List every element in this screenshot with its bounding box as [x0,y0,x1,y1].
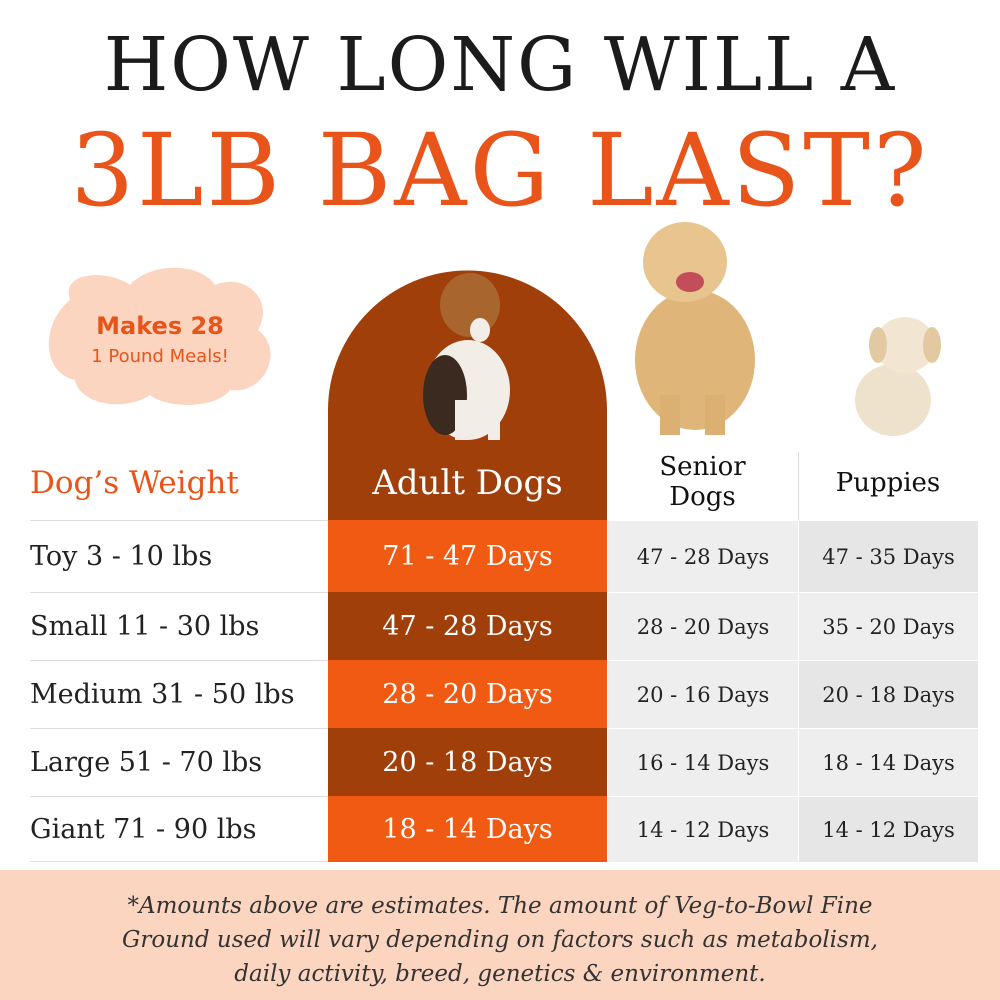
days-cell: 35 - 20 Days [798,592,978,660]
days-cell: 71 - 47 Days [328,520,607,592]
days-cell: 14 - 12 Days [607,796,798,862]
weight-label: Toy 3 - 10 lbs [30,520,328,592]
days-cell: 20 - 16 Days [607,660,798,728]
weight-label: Small 11 - 30 lbs [30,592,328,660]
footnote-line: Ground used will vary depending on facto… [122,927,878,953]
days-cell: 14 - 12 Days [798,796,978,862]
footnote-line: *Amounts above are estimates. The amount… [127,893,873,919]
column-header: Senior Dogs [659,451,746,512]
days-cell: 20 - 18 Days [798,660,978,728]
golden-retriever [635,222,755,435]
badge-line-1: Makes 28 [96,312,224,340]
title-line-1: HOW LONG WILL A [103,22,897,108]
footnote-line: daily activity, breed, genetics & enviro… [234,961,766,987]
badge-blob [48,267,271,405]
days-cell: 47 - 28 Days [328,592,607,660]
weight-label: Large 51 - 70 lbs [30,728,328,796]
puppy [855,317,941,436]
days-cell: 16 - 14 Days [607,728,798,796]
beagle [423,273,510,440]
title-line-2: 3LB BAG LAST? [70,112,930,229]
weight-label: Giant 71 - 90 lbs [30,796,328,862]
days-cell: 28 - 20 Days [607,592,798,660]
days-cell: 47 - 28 Days [607,520,798,592]
footer [0,870,1000,1000]
weight-label: Medium 31 - 50 lbs [30,660,328,728]
days-cell: 28 - 20 Days [328,660,607,728]
days-cell: 47 - 35 Days [798,520,978,592]
days-cell: 18 - 14 Days [798,728,978,796]
column-header: Adult Dogs [372,462,563,503]
badge-line-2: 1 Pound Meals! [91,346,229,367]
header-bg [798,452,978,520]
column-header: Puppies [835,467,941,498]
column-header: Dog’s Weight [30,464,239,501]
days-cell: 18 - 14 Days [328,796,607,862]
days-cell: 20 - 18 Days [328,728,607,796]
